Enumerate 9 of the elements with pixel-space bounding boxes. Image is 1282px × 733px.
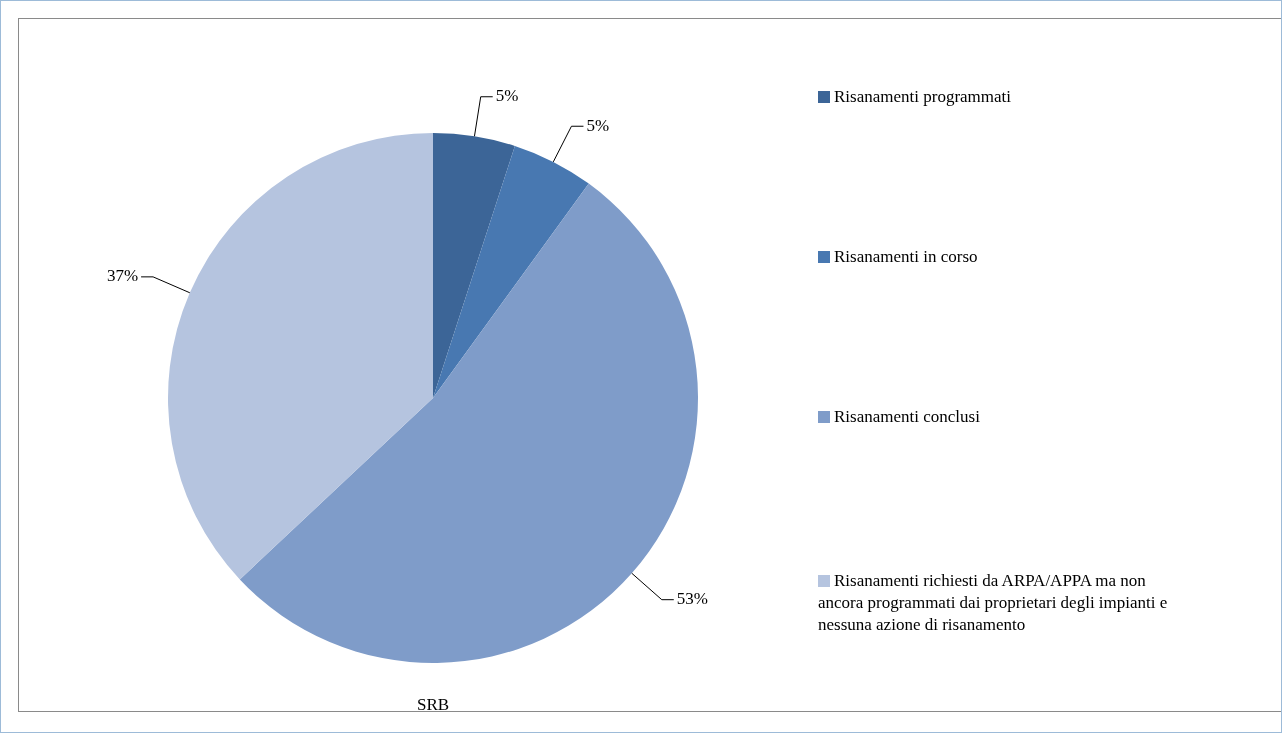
data-label: 5%: [586, 115, 610, 135]
data-label: 5%: [495, 86, 519, 106]
legend-label: Risanamenti programmati: [833, 86, 1013, 108]
text: SRB: [415, 695, 451, 715]
data-label: 53%: [676, 589, 708, 609]
legend-label: Risanamenti conclusi: [833, 406, 981, 428]
legend-label: Risanamenti richiesti da ARPA/APPA ma non ancora programmati dai proprietari degli impianti e nessuna azione di risanamento: [818, 570, 1169, 636]
data-label: 37%: [106, 266, 139, 286]
legend-label: Risanamenti in corso: [833, 246, 979, 268]
